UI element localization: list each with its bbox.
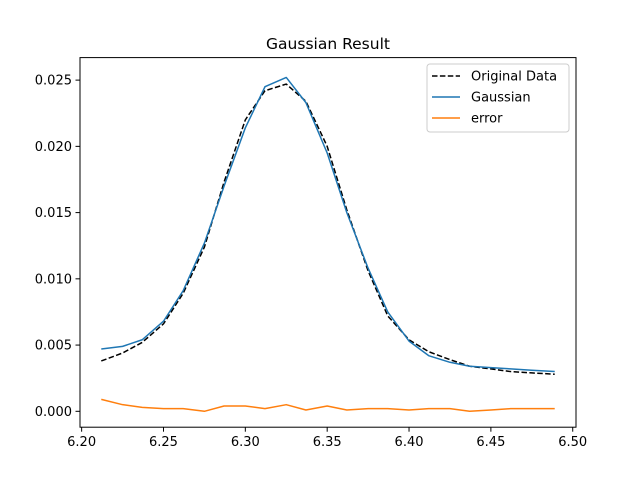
plot-area-frame — [79, 57, 577, 428]
legend-box — [426, 63, 570, 133]
y-tick-label: 0.000 — [35, 405, 72, 420]
chart-title: Gaussian Result — [266, 35, 390, 53]
x-tick-label: 6.40 — [395, 435, 424, 450]
x-tick-label: 6.50 — [558, 435, 587, 450]
y-tick-label: 0.020 — [35, 140, 72, 155]
y-tick-label: 0.010 — [35, 272, 72, 287]
x-tick-label: 6.25 — [149, 435, 178, 450]
y-axis-ticks: 0.000 0.005 0.010 0.015 0.020 0.025 — [35, 74, 80, 420]
series-group — [101, 76, 555, 413]
series-line-gaussian — [101, 76, 555, 373]
x-tick-label: 6.35 — [313, 435, 342, 450]
x-tick-label: 6.45 — [476, 435, 505, 450]
y-tick-label: 0.005 — [35, 339, 72, 354]
y-tick-label: 0.025 — [35, 74, 72, 89]
legend-label: Original Data — [471, 70, 557, 85]
x-axis-ticks: 6.20 6.25 6.30 6.35 6.40 6.45 6.50 — [67, 427, 587, 450]
x-tick-label: 6.20 — [67, 435, 96, 450]
legend-label: error — [471, 112, 503, 127]
x-tick-label: 6.30 — [231, 435, 260, 450]
legend: Original Data Gaussian error — [426, 63, 570, 133]
y-tick-label: 0.015 — [35, 206, 72, 221]
legend-label: Gaussian — [471, 91, 531, 106]
series-line-error — [101, 398, 555, 413]
